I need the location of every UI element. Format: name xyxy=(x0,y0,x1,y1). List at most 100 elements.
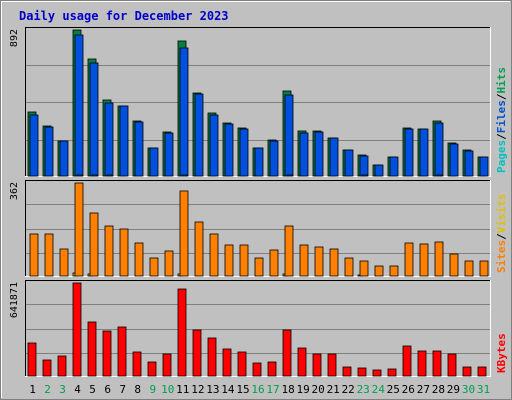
side-legend-item: / xyxy=(495,233,508,240)
side-legend: KBytes xyxy=(495,333,508,373)
bar-pages-day-6 xyxy=(106,174,113,177)
day-label-11: 11 xyxy=(176,383,189,396)
bar-files-day-10 xyxy=(164,132,174,177)
bar-files-day-22 xyxy=(344,149,354,177)
bar-files-day-19 xyxy=(299,132,309,177)
day-label-8: 8 xyxy=(134,383,141,396)
bar-files-day-24 xyxy=(374,164,384,177)
bar-files-day-23 xyxy=(359,155,369,177)
side-legend-item: KBytes xyxy=(495,333,508,373)
side-legend-item: Sites xyxy=(495,240,508,273)
bar-sites-day-7 xyxy=(119,228,129,277)
bar-sites-day-20 xyxy=(314,246,324,277)
bar-files-day-13 xyxy=(209,114,219,177)
day-label-10: 10 xyxy=(161,383,174,396)
bar-pages-day-23 xyxy=(361,174,368,177)
bar-sites-day-22 xyxy=(344,257,354,277)
bar-sites-day-19 xyxy=(299,244,309,277)
bar-files-day-20 xyxy=(314,131,324,177)
day-label-24: 24 xyxy=(372,383,386,396)
side-legend-item: Hits xyxy=(495,67,508,94)
bar-sites-day-25 xyxy=(389,265,399,277)
day-label-16: 16 xyxy=(251,383,264,396)
bar-kbytes-day-8 xyxy=(132,351,142,377)
x-axis-day-labels: 1 2 3 4 5 6 7 8 9 10 11 12 13 14 15 16 17 18 19 20 21 22 23 24 2… xyxy=(29,383,490,396)
side-legend-item: / xyxy=(495,133,508,140)
bar-sites-day-9 xyxy=(149,257,159,277)
bar-kbytes-day-5 xyxy=(87,321,97,377)
bar-sites-day-14 xyxy=(224,244,234,277)
bar-sites-day-26 xyxy=(404,242,414,277)
bar-kbytes-day-29 xyxy=(447,353,457,377)
bar-sites-day-28 xyxy=(434,241,444,277)
bar-kbytes-day-28 xyxy=(432,350,442,377)
day-label-27: 27 xyxy=(417,383,430,396)
day-label-18: 18 xyxy=(281,383,294,396)
bar-files-day-11 xyxy=(179,47,189,177)
bar-kbytes-day-22 xyxy=(342,366,352,377)
side-legend-item: Pages xyxy=(495,140,508,173)
bar-pages-day-18 xyxy=(286,174,293,177)
bar-sites-day-2 xyxy=(44,233,54,277)
day-label-1: 1 xyxy=(29,383,36,396)
bar-files-day-21 xyxy=(329,137,339,177)
bar-files-day-31 xyxy=(479,156,489,177)
day-label-14: 14 xyxy=(221,383,235,396)
bar-files-day-30 xyxy=(464,150,474,177)
bar-sites-day-1 xyxy=(29,233,39,277)
bar-kbytes-day-6 xyxy=(102,330,112,377)
bar-kbytes-day-27 xyxy=(417,350,427,377)
bar-sites-day-4 xyxy=(74,182,84,277)
bar-sites-day-23 xyxy=(359,260,369,277)
bar-kbytes-day-1 xyxy=(27,342,37,377)
day-label-15: 15 xyxy=(236,383,249,396)
bar-kbytes-day-21 xyxy=(327,353,337,377)
bar-files-day-28 xyxy=(434,122,444,177)
side-legend-item: / xyxy=(495,93,508,100)
day-label-7: 7 xyxy=(119,383,126,396)
day-label-28: 28 xyxy=(432,383,445,396)
bar-pages-day-28 xyxy=(436,174,443,177)
bar-files-day-16 xyxy=(254,147,264,177)
bar-files-day-15 xyxy=(239,128,249,177)
bar-files-day-26 xyxy=(404,128,414,177)
day-label-5: 5 xyxy=(89,383,96,396)
day-label-29: 29 xyxy=(447,383,460,396)
scale-label: 641871 xyxy=(9,282,20,318)
day-label-30: 30 xyxy=(462,383,475,396)
bar-sites-day-29 xyxy=(449,253,459,277)
bar-sites-day-8 xyxy=(134,242,144,277)
bar-kbytes-day-13 xyxy=(207,337,217,377)
bar-sites-day-13 xyxy=(209,233,219,277)
bar-kbytes-day-10 xyxy=(162,353,172,377)
bar-pages-day-4 xyxy=(76,174,83,177)
day-label-3: 3 xyxy=(59,383,66,396)
bar-sites-day-15 xyxy=(239,244,249,277)
day-label-4: 4 xyxy=(74,383,81,396)
bar-sites-day-27 xyxy=(419,243,429,277)
day-label-31: 31 xyxy=(477,383,490,396)
bar-sites-day-12 xyxy=(194,221,204,277)
bar-kbytes-day-11 xyxy=(177,288,187,377)
bar-kbytes-day-9 xyxy=(147,361,157,377)
bar-kbytes-day-30 xyxy=(462,366,472,377)
bar-files-day-14 xyxy=(224,123,234,177)
bar-kbytes-day-15 xyxy=(237,351,247,377)
bar-kbytes-day-3 xyxy=(57,355,67,377)
bar-files-day-5 xyxy=(89,62,99,177)
panel-visits-sites: 362 Sites/Visits xyxy=(9,180,508,277)
bar-sites-day-5 xyxy=(89,212,99,277)
bar-files-day-29 xyxy=(449,143,459,177)
day-label-17: 17 xyxy=(266,383,279,396)
scale-label: 892 xyxy=(9,29,20,47)
bar-kbytes-day-23 xyxy=(357,367,367,377)
bar-files-day-7 xyxy=(119,105,129,177)
bar-kbytes-day-7 xyxy=(117,326,127,377)
bar-sites-day-24 xyxy=(374,265,384,277)
bar-files-day-8 xyxy=(134,121,144,177)
bar-sites-day-11 xyxy=(179,190,189,277)
panel-kbytes: 641871 KBytes xyxy=(9,280,508,377)
day-label-12: 12 xyxy=(191,383,204,396)
